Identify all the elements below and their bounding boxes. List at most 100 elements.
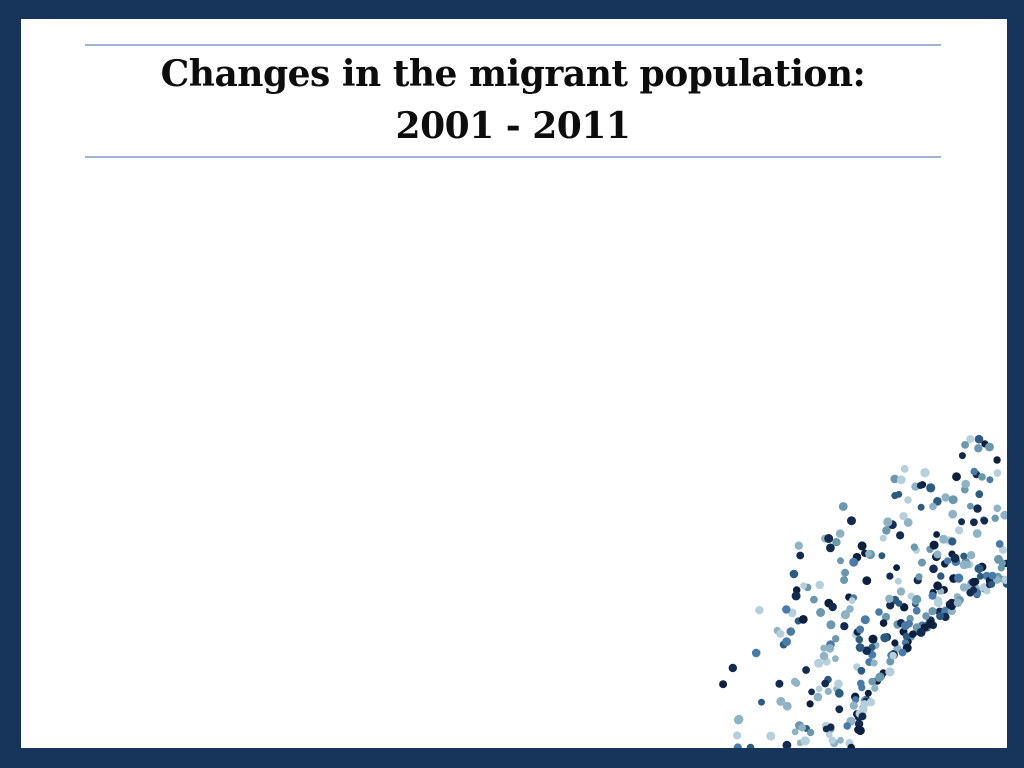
- decorative-dot: [937, 572, 945, 580]
- decorative-dot: [917, 503, 925, 511]
- decorative-dot: [824, 687, 832, 696]
- decorative-dot: [954, 573, 964, 583]
- decorative-dot: [882, 526, 891, 535]
- decorative-dot: [875, 608, 883, 616]
- decorative-dot: [952, 472, 961, 482]
- decorative-dot: [835, 529, 845, 538]
- decorative-dot: [879, 534, 887, 542]
- decorative-dot: [929, 540, 939, 550]
- decorative-dot: [958, 518, 966, 526]
- decorative-dot: [791, 591, 801, 601]
- decorative-dot: [879, 619, 888, 627]
- decorative-dot: [862, 576, 872, 585]
- decorative-dot: [928, 591, 937, 600]
- decorative-dot: [776, 696, 786, 706]
- decorative-dot: [837, 557, 844, 565]
- decorative-dot: [939, 534, 949, 544]
- decorative-dot: [832, 655, 839, 663]
- decorative-dot: [941, 493, 950, 502]
- decorative-dot: [948, 509, 958, 519]
- decorative-dot: [819, 651, 829, 661]
- decorative-dot: [810, 595, 818, 604]
- decorative-dot: [825, 644, 835, 653]
- decorative-dot: [916, 627, 926, 637]
- decorative-dot: [958, 452, 966, 460]
- decorative-dot: [858, 712, 867, 721]
- decorative-dot: [998, 545, 1007, 554]
- decorative-dot: [899, 512, 908, 521]
- decorative-dot: [895, 600, 903, 607]
- decorative-dot: [961, 441, 969, 449]
- decorative-dot: [840, 610, 851, 620]
- decorative-dot: [993, 469, 1002, 477]
- decorative-dot: [985, 442, 994, 452]
- decorative-dot: [966, 435, 975, 444]
- decorative-dot: [933, 550, 942, 559]
- decorative-dot: [929, 502, 937, 511]
- decorative-dot: [806, 700, 814, 708]
- decorative-dot: [953, 598, 963, 608]
- decorative-dot: [838, 502, 848, 511]
- decorative-dot: [782, 740, 792, 748]
- decorative-dot: [733, 731, 742, 740]
- decorative-dot: [800, 582, 807, 590]
- decorative-dot: [843, 722, 851, 730]
- decorative-dot: [948, 537, 957, 546]
- decorative-dot: [758, 698, 765, 706]
- decorative-dot: [870, 659, 878, 667]
- decorative-dot: [846, 605, 854, 613]
- decorative-dot: [912, 606, 921, 615]
- decorative-dot: [966, 588, 975, 597]
- decorative-dot: [922, 612, 930, 620]
- slide-title-line-1: Changes in the migrant population:: [160, 53, 866, 95]
- decorative-dot: [791, 728, 799, 736]
- decorative-dot: [868, 677, 876, 686]
- decorative-dot: [864, 689, 872, 697]
- decorative-dot: [902, 632, 911, 641]
- decorative-dot: [800, 736, 810, 746]
- decorative-dot: [974, 434, 984, 444]
- decorative-dot: [813, 692, 823, 702]
- decorative-dot: [960, 552, 968, 560]
- decorative-dot: [986, 476, 994, 484]
- decorative-dot: [849, 701, 858, 710]
- decorative-dot: [789, 569, 799, 579]
- decorative-dot: [886, 601, 895, 610]
- decorative-dot: [910, 543, 919, 551]
- decorative-dot: [828, 736, 836, 744]
- decorative-dot: [889, 651, 897, 660]
- decorative-dot: [929, 564, 938, 574]
- decorative-dot: [860, 700, 869, 709]
- decorative-dot: [849, 557, 859, 567]
- decorative-dot: [886, 572, 894, 580]
- title-bottom-rule: [85, 156, 941, 158]
- decorative-dot: [866, 698, 876, 707]
- decorative-dot: [814, 658, 824, 668]
- decorative-dot: [885, 594, 894, 603]
- decorative-dot: [854, 719, 864, 728]
- decorative-dot: [966, 551, 976, 560]
- decorative-dot: [786, 627, 796, 636]
- decorative-dot: [840, 576, 849, 585]
- decorative-dot: [948, 495, 958, 505]
- decorative-dot: [955, 526, 964, 535]
- decorative-dot: [796, 551, 805, 560]
- decorative-dot: [751, 648, 761, 658]
- decorative-dot: [852, 696, 860, 704]
- decorative-dot: [983, 587, 991, 595]
- decorative-dot: [856, 625, 865, 634]
- decorative-dot: [970, 467, 978, 476]
- decorative-dot: [790, 677, 799, 686]
- decorative-dot: [943, 557, 952, 565]
- decorative-dot: [916, 482, 924, 489]
- decorative-dot: [995, 540, 1004, 548]
- decorative-dot: [961, 479, 970, 489]
- decorative-dot: [822, 725, 830, 733]
- decorative-dot: [794, 541, 803, 550]
- decorative-dot: [936, 612, 944, 621]
- decorative-dot: [798, 723, 806, 732]
- decorative-dot: [891, 639, 899, 647]
- decorative-dot: [959, 560, 969, 570]
- decorative-dot-arc: [719, 434, 1007, 748]
- decorative-dot: [900, 465, 909, 473]
